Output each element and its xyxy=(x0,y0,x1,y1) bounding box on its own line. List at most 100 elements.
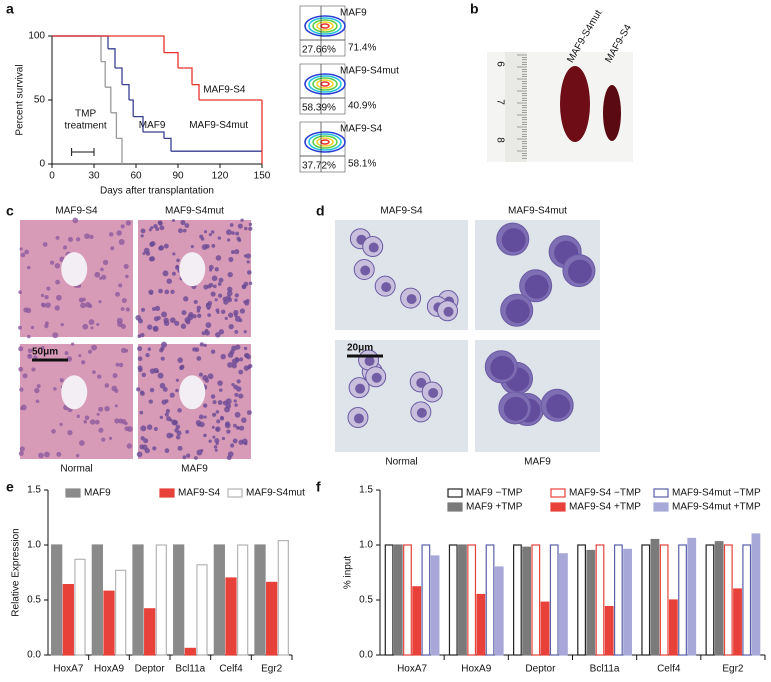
nucleus xyxy=(248,222,253,227)
nucleus xyxy=(214,448,218,452)
y-axis-label: Relative Expression xyxy=(11,528,22,616)
nucleus xyxy=(214,438,220,444)
nucleus xyxy=(180,219,186,226)
legend-label: MAF9-S4mut +TMP xyxy=(672,502,761,513)
survival-step xyxy=(122,83,130,100)
nucleus xyxy=(35,399,40,404)
nucleus xyxy=(104,405,110,412)
nucleus xyxy=(233,313,238,317)
nucleus xyxy=(118,239,125,245)
nucleus xyxy=(22,373,28,379)
nucleus xyxy=(149,387,155,393)
nucleus xyxy=(177,408,182,413)
nucleus xyxy=(20,406,24,410)
nucleus xyxy=(94,419,100,425)
nucleus xyxy=(120,224,125,229)
nucleus xyxy=(238,369,244,375)
nucleus xyxy=(137,365,143,371)
nucleus xyxy=(166,432,173,439)
legend-swatch xyxy=(653,488,669,498)
cell-nucleus xyxy=(406,294,417,305)
nucleus xyxy=(150,226,154,230)
nucleus xyxy=(235,231,240,236)
nucleus xyxy=(62,245,68,250)
series-label: MAF9 xyxy=(139,120,166,131)
nucleus xyxy=(34,387,40,394)
nucleus xyxy=(211,275,218,282)
legend-label: MAF9-S4mut xyxy=(246,488,305,499)
nucleus xyxy=(203,415,207,419)
nucleus xyxy=(118,283,123,288)
nucleus xyxy=(164,289,170,295)
flow-contour xyxy=(312,77,338,91)
bar xyxy=(613,544,623,656)
nucleus xyxy=(217,380,223,386)
cell-nucleus xyxy=(416,407,427,418)
micrograph-title: MAF9-S4 xyxy=(55,206,98,217)
nucleus xyxy=(235,357,240,363)
nucleus xyxy=(137,356,143,362)
nucleus xyxy=(104,383,110,388)
micrograph-caption: Normal xyxy=(385,457,417,468)
nucleus xyxy=(41,345,45,350)
nucleus xyxy=(220,309,226,315)
nucleus xyxy=(162,270,169,277)
flow-contour xyxy=(308,133,342,151)
treatment-bracket xyxy=(71,148,95,156)
nucleus xyxy=(158,288,163,294)
nucleus xyxy=(140,332,145,338)
flow-contour xyxy=(316,137,334,147)
nucleus xyxy=(59,378,64,383)
micrograph-title: MAF9-S4mut xyxy=(165,206,224,217)
nucleus xyxy=(207,313,211,317)
nucleus xyxy=(108,232,114,237)
bar xyxy=(733,588,742,656)
nucleus xyxy=(215,332,221,338)
bar xyxy=(494,566,504,656)
nucleus xyxy=(219,415,224,420)
bar xyxy=(458,544,467,656)
flow-contour xyxy=(308,75,342,93)
y-axis-label: Percent survival xyxy=(15,64,26,135)
nucleus xyxy=(111,385,118,392)
cell-nucleus xyxy=(501,228,526,253)
nucleus xyxy=(165,408,171,414)
nucleus xyxy=(115,362,120,367)
nucleus xyxy=(212,284,217,289)
survival-step xyxy=(116,137,123,164)
nucleus xyxy=(148,399,153,404)
nucleus xyxy=(217,293,223,298)
nucleus xyxy=(231,363,237,369)
nucleus xyxy=(164,399,169,403)
survival-step xyxy=(129,99,134,117)
nucleus xyxy=(227,312,234,318)
nucleus xyxy=(89,419,96,425)
legend-label: MAF9-S4 +TMP xyxy=(569,502,641,513)
bar xyxy=(678,544,687,656)
nucleus xyxy=(161,341,167,348)
flow-label: MAF9 xyxy=(340,8,367,19)
nucleus xyxy=(166,278,173,284)
nucleus xyxy=(19,387,24,392)
nucleus xyxy=(183,296,189,302)
nucleus xyxy=(149,241,154,246)
nucleus xyxy=(231,231,235,235)
bar xyxy=(403,544,412,656)
bar xyxy=(115,569,127,656)
nucleus xyxy=(227,297,233,303)
micrograph-title: MAF9-S4mut xyxy=(508,206,567,217)
nucleus xyxy=(234,330,239,334)
nucleus xyxy=(149,368,156,374)
x-tick-label: HoxA7 xyxy=(397,664,427,675)
nucleus xyxy=(226,429,231,434)
bar xyxy=(742,544,752,656)
series-label: MAF9-S4 xyxy=(203,84,246,95)
nucleus xyxy=(164,412,169,417)
nucleus xyxy=(139,410,144,415)
nucleus xyxy=(203,343,207,347)
bar xyxy=(687,537,697,656)
nucleus xyxy=(185,319,191,325)
nucleus xyxy=(241,417,247,423)
nucleus xyxy=(190,244,194,249)
nucleus xyxy=(97,374,102,379)
